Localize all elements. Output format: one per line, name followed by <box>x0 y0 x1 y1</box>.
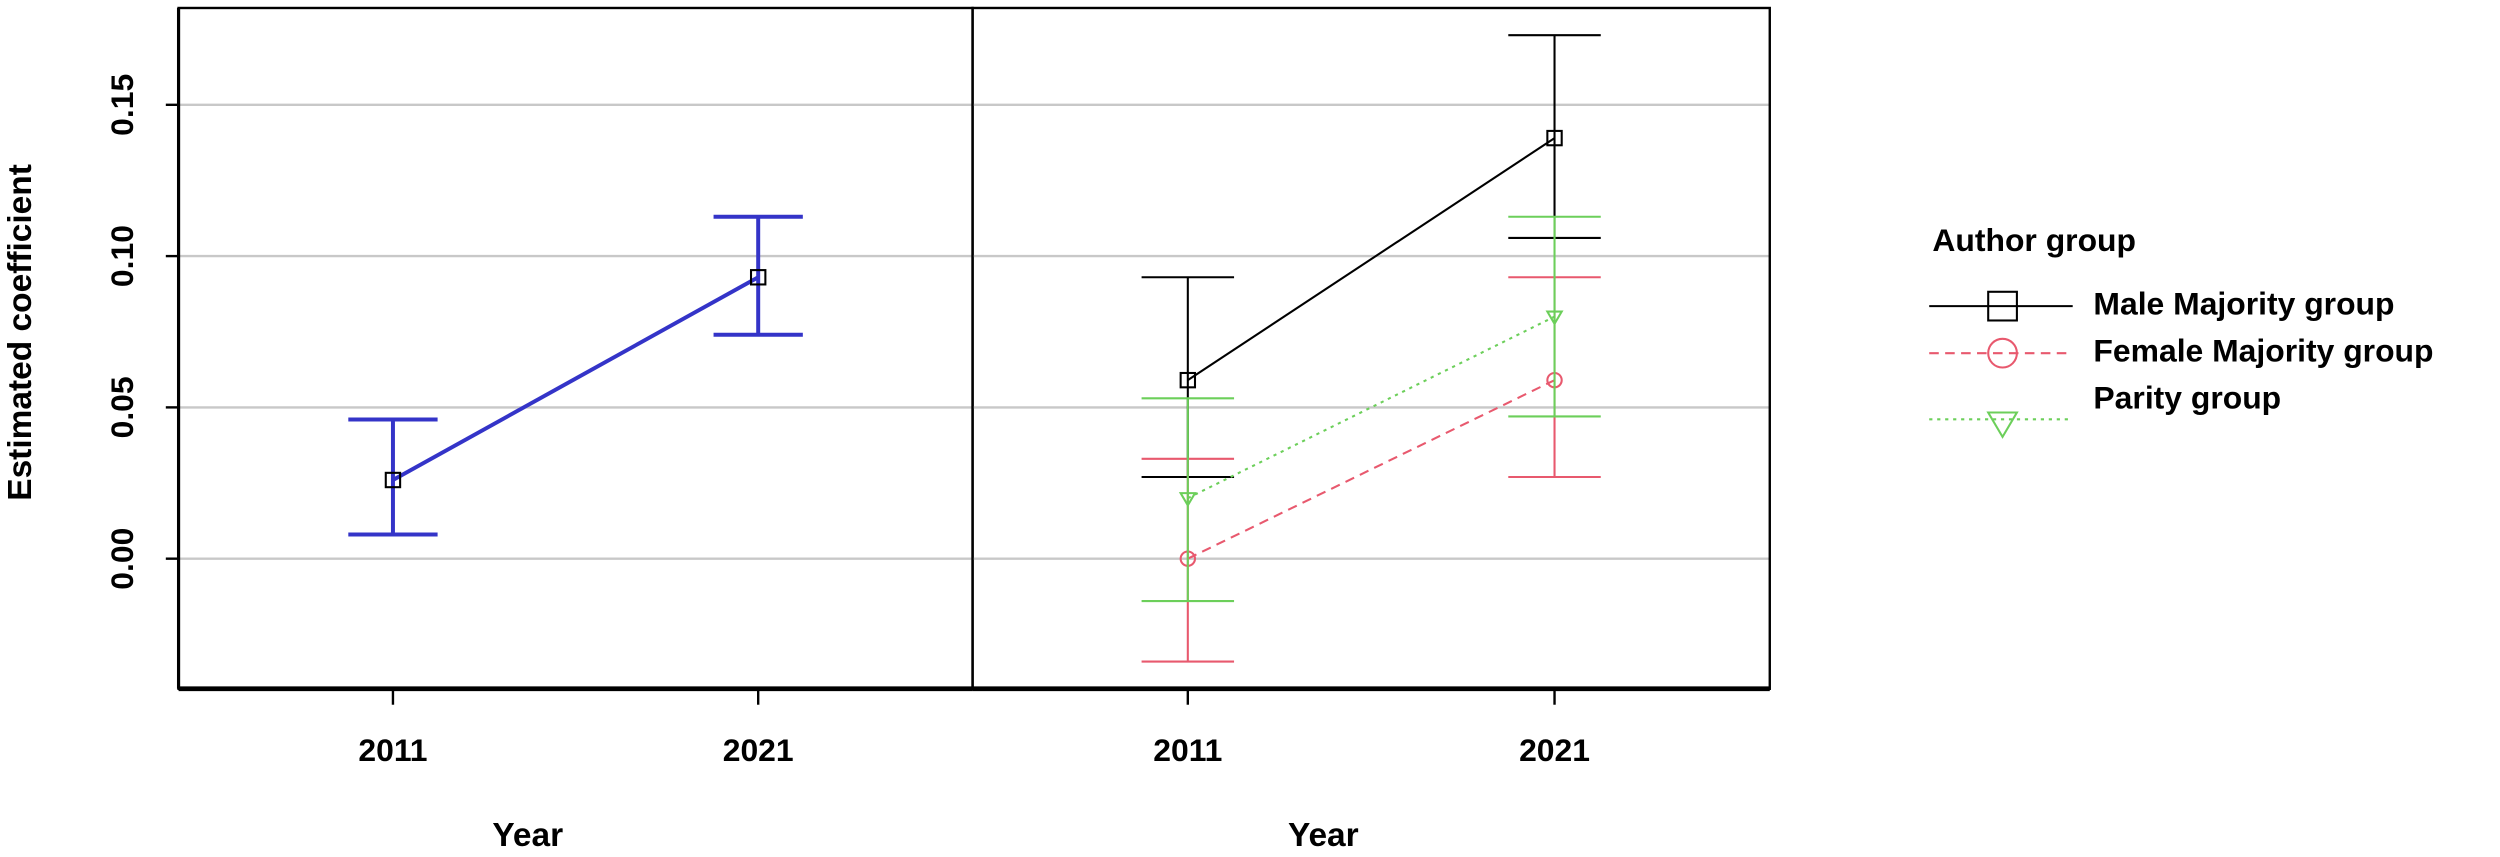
marker <box>1179 371 1197 389</box>
legend-marker <box>1987 290 2018 322</box>
legend-label: Female Majority group <box>2093 333 2433 369</box>
series-line <box>1187 379 1555 560</box>
marker <box>1546 129 1563 147</box>
legend-label: Parity group <box>2093 380 2281 416</box>
x-tick-label: 2011 <box>1153 732 1222 768</box>
series-line <box>1187 137 1556 382</box>
series-line <box>391 275 760 482</box>
y-axis-label: Estimated coefficient <box>2 164 39 501</box>
panel-frame <box>971 6 1771 690</box>
x-axis-label: Year <box>1288 817 1359 854</box>
y-tick-label: 0.05 <box>104 376 140 438</box>
marker <box>384 471 402 489</box>
legend-label: Male Majority group <box>2093 286 2394 322</box>
legend-title: Author group <box>1932 222 2136 258</box>
y-tick-label: 0.10 <box>104 225 140 287</box>
legend-marker <box>1986 411 2019 439</box>
marker <box>749 269 767 286</box>
x-tick-label: 2011 <box>358 732 427 768</box>
x-axis-label: Year <box>492 817 563 854</box>
x-tick-label: 2021 <box>723 732 794 768</box>
y-tick-label: 0.00 <box>104 528 140 590</box>
marker <box>1545 310 1564 326</box>
marker <box>1178 492 1197 508</box>
x-tick-label: 2021 <box>1519 732 1590 768</box>
y-tick-label: 0.15 <box>104 74 140 136</box>
legend-marker <box>1987 337 2018 369</box>
panel-frame <box>177 6 974 690</box>
